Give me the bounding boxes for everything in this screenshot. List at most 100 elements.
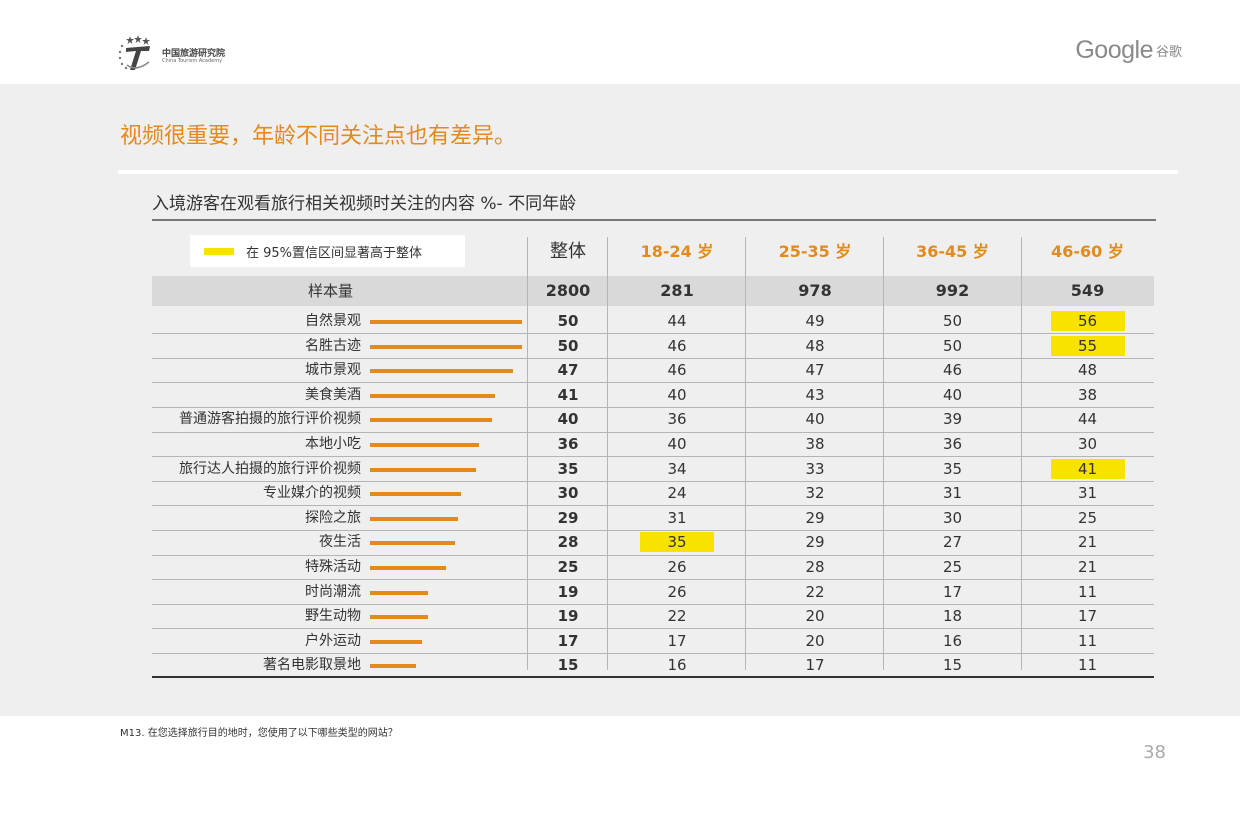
- table-cell: 33: [805, 459, 825, 478]
- table-cell: 48: [805, 336, 825, 355]
- table-cell: 36: [942, 435, 963, 453]
- chart-title: 入境游客在观看旅行相关视频时关注的内容 %- 不同年龄: [152, 194, 577, 214]
- overall-bar: [370, 541, 456, 546]
- column-divider: [607, 237, 608, 670]
- google-logo: Google 谷歌: [1075, 36, 1182, 66]
- table-cell: 28: [557, 533, 579, 552]
- significant-highlight: [640, 532, 714, 553]
- table-cell: 16: [667, 656, 687, 675]
- table-cell: 40: [667, 385, 687, 404]
- table-bottom-rule: [152, 676, 1154, 678]
- row-label: 城市景观: [305, 362, 361, 379]
- table-cell: 17: [667, 631, 687, 650]
- table-cell: 29: [805, 508, 825, 527]
- overall-bar: [370, 393, 495, 398]
- table-cell: 40: [805, 410, 825, 429]
- table-cell: 15: [942, 656, 963, 675]
- row-divider: [152, 357, 1154, 359]
- row-divider: [152, 579, 1154, 581]
- overall-bar: [370, 492, 462, 497]
- table-cell: 55: [1077, 336, 1098, 355]
- page-headline: 视频很重要，年龄不同关注点也有差异。: [120, 124, 517, 149]
- table-cell: 15: [557, 656, 579, 675]
- column-header: 36-45 岁: [916, 242, 989, 261]
- table-cell: 27: [942, 533, 963, 552]
- table-cell: 21: [1077, 533, 1098, 552]
- table-cell: 21: [1077, 558, 1098, 576]
- overall-bar: [370, 443, 480, 447]
- row-label: 普通游客拍摄的旅行评价视频: [179, 411, 361, 428]
- table-cell: 26: [667, 558, 687, 576]
- sample-size-value: 978: [798, 281, 832, 300]
- table-cell: 49: [805, 312, 825, 330]
- table-cell: 20: [805, 631, 825, 650]
- table-cell: 47: [805, 361, 825, 380]
- row-divider: [152, 628, 1154, 630]
- table-cell: 19: [557, 607, 579, 626]
- table-cell: 11: [1077, 656, 1098, 675]
- row-label: 特殊活动: [305, 559, 361, 575]
- table-cell: 41: [1077, 459, 1098, 478]
- overall-bar: [370, 615, 428, 620]
- row-label: 户外运动: [305, 632, 361, 649]
- google-wordmark: Google: [1075, 36, 1153, 64]
- table-cell: 16: [942, 631, 963, 650]
- overall-bar: [370, 320, 522, 324]
- table-cell: 40: [557, 410, 579, 429]
- table-cell: 17: [1077, 607, 1098, 626]
- row-label: 美食美酒: [305, 386, 361, 403]
- title-divider: [152, 219, 1156, 221]
- row-label: 名胜古迹: [305, 337, 361, 354]
- table-cell: 31: [942, 484, 963, 503]
- row-label: 自然景观: [305, 313, 361, 329]
- sample-size-value: 281: [660, 281, 694, 300]
- table-cell: 35: [942, 459, 963, 478]
- table-cell: 36: [667, 410, 687, 429]
- table-cell: 32: [805, 484, 825, 503]
- table-cell: 35: [667, 533, 687, 552]
- table-cell: 20: [805, 607, 825, 626]
- table-cell: 24: [667, 484, 687, 503]
- table-cell: 50: [557, 312, 579, 330]
- legend-label: 在 95%置信区间显著高于整体: [246, 246, 423, 261]
- row-divider: [152, 505, 1154, 507]
- column-header: 18-24 岁: [640, 242, 714, 261]
- table-cell: 19: [557, 582, 579, 601]
- column-divider: [883, 237, 884, 670]
- table-cell: 50: [557, 336, 579, 355]
- table-cell: 22: [805, 582, 825, 601]
- row-label: 本地小吃: [305, 436, 361, 452]
- significant-highlight: [1050, 311, 1125, 331]
- table-cell: 30: [1077, 435, 1098, 453]
- row-divider: [152, 333, 1154, 335]
- row-label: 旅行达人拍摄的旅行评价视频: [179, 460, 361, 477]
- legend-swatch: [204, 248, 234, 255]
- table-cell: 44: [667, 312, 687, 330]
- table-cell: 28: [805, 558, 825, 576]
- significant-highlight: [1050, 335, 1125, 356]
- table-cell: 38: [1077, 385, 1098, 404]
- row-label: 专业媒介的视频: [263, 485, 361, 502]
- table-cell: 25: [557, 558, 579, 576]
- headline-divider: [118, 170, 1178, 174]
- overall-bar: [370, 590, 428, 595]
- table-cell: 40: [667, 435, 687, 453]
- row-label: 著名电影取景地: [263, 657, 361, 674]
- table-cell: 44: [1077, 410, 1098, 429]
- row-label: 时尚潮流: [305, 583, 361, 600]
- table-cell: 35: [557, 459, 579, 478]
- row-divider: [152, 603, 1154, 605]
- table-cell: 50: [942, 336, 963, 355]
- column-divider: [1021, 237, 1022, 670]
- row-label: 野生动物: [305, 608, 361, 625]
- row-divider: [152, 554, 1154, 556]
- overall-bar: [370, 664, 416, 669]
- sample-size-band: [152, 276, 1154, 306]
- table-cell: 34: [667, 459, 687, 478]
- row-divider: [152, 382, 1154, 384]
- china-tourism-academy-logo-icon: [118, 35, 150, 70]
- table-cell: 22: [667, 607, 687, 626]
- table-cell: 17: [557, 631, 579, 650]
- table-cell: 46: [667, 361, 687, 380]
- row-label: 夜生活: [319, 534, 361, 551]
